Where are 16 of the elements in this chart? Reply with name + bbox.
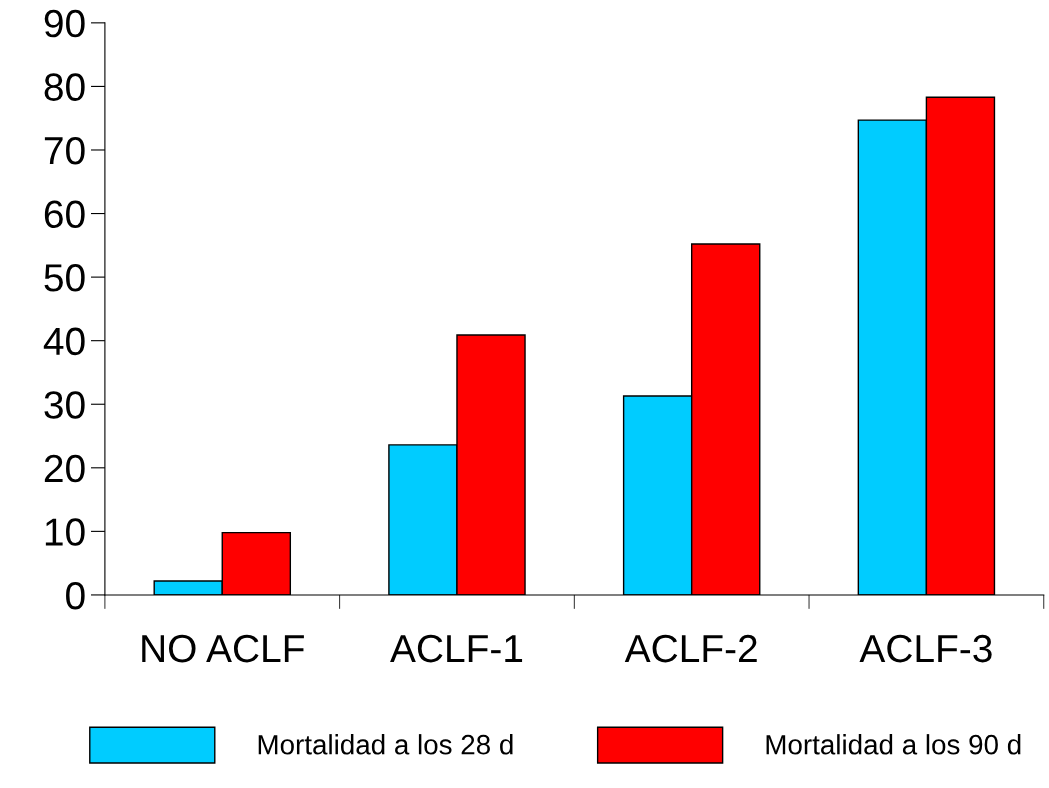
y-tick-label: 90 (44, 9, 85, 38)
y-tick-label: 60 (44, 200, 85, 229)
y-tick-label: 10 (45, 518, 85, 546)
legend-label: Mortalidad a los 28 d (258, 734, 513, 755)
y-tick-label: 50 (44, 264, 85, 292)
x-tick-label: ACLF-3 (859, 634, 992, 663)
legend-label: Mortalidad a los 90 d (766, 734, 1021, 755)
x-tick-label: NO ACLF (142, 634, 304, 663)
y-tick-label: 0 (66, 581, 85, 610)
x-tick-label: ACLF-2 (624, 634, 757, 663)
y-tick-label: 30 (44, 391, 85, 419)
y-tick-label: 20 (44, 454, 85, 483)
y-tick-label: 70 (44, 136, 85, 165)
y-tick-label: 40 (43, 327, 85, 356)
x-tick-label: ACLF-1 (390, 634, 523, 663)
y-tick-label: 80 (44, 73, 85, 101)
